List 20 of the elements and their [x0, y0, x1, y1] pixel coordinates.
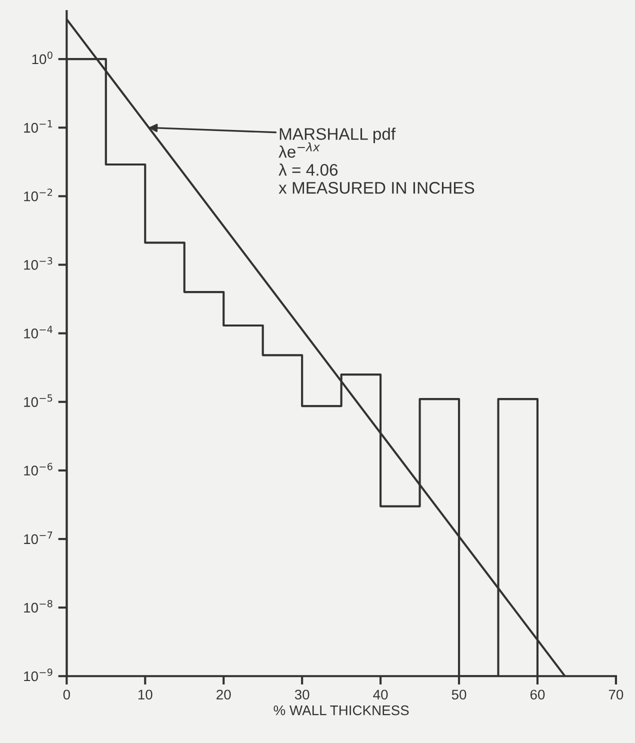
y-tick-label: 10$^{−9}$ — [24, 668, 52, 682]
y-tick-label: 10$^{−2}$ — [24, 188, 52, 202]
x-tick-label: 60 — [530, 690, 545, 700]
x-tick-label: 10 — [138, 690, 152, 700]
y-tick-label: 10$^{−1}$ — [24, 120, 52, 133]
y-tick-label: 10$^{−5}$ — [24, 394, 52, 407]
y-tick-label: 10$^{−4}$ — [24, 326, 52, 338]
x-axis-title: % WALL THICKNESS — [274, 705, 409, 716]
x-tick-label: 30 — [294, 690, 310, 700]
y-tick-label: 10$^{−6}$ — [24, 462, 52, 476]
y-tick-label: 10$^{−7}$ — [24, 532, 52, 544]
x-tick-label: 20 — [216, 690, 231, 700]
annotation: MARSHALL pdf λe$^{−λx}$ λ = 4.06 x MEASURED IN INCHES — [278, 128, 474, 194]
y-tick-label: 10$^{−3}$ — [24, 257, 52, 270]
x-tick-label: 40 — [373, 690, 388, 700]
y-tick-label: 10$^{0}$ — [32, 51, 52, 64]
x-tick-label: 70 — [608, 690, 624, 700]
y-tick-label: 10$^{−8}$ — [24, 600, 52, 613]
x-tick-label: 0 — [63, 690, 70, 700]
x-tick-label: 50 — [452, 690, 466, 700]
